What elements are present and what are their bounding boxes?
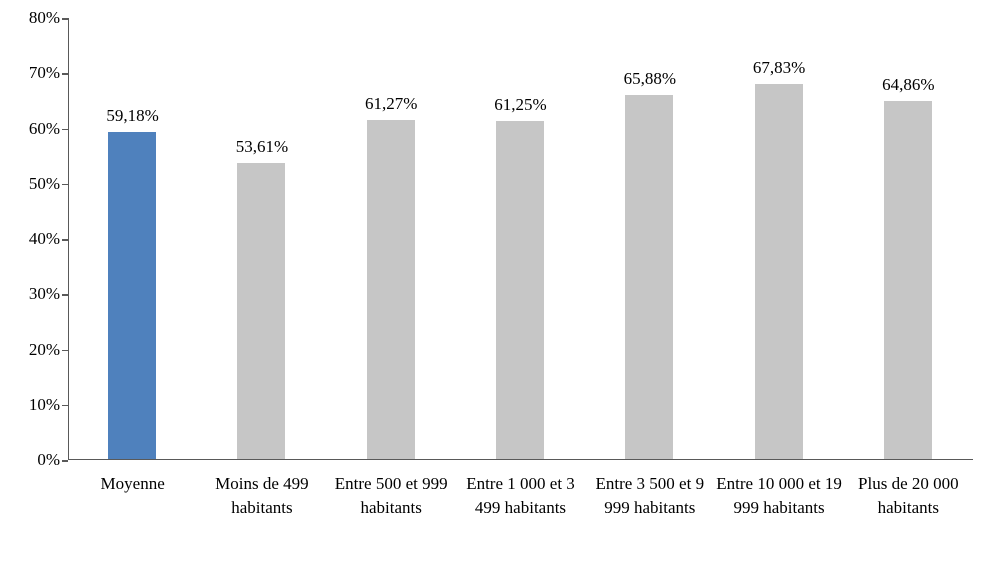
y-tick-mark — [62, 73, 68, 75]
bar — [366, 120, 415, 459]
x-category-label: Entre 1 000 et 3 499 habitants — [466, 474, 575, 517]
y-tick-label: 80% — [28, 8, 60, 27]
y-tick-mark — [62, 183, 68, 186]
bar — [625, 95, 674, 459]
x-category-label: Entre 10 000 et 19 999 habitants — [716, 474, 842, 517]
y-tick-label: 30% — [28, 284, 60, 304]
bar — [237, 162, 286, 459]
y-tick-label: 50% — [28, 173, 60, 193]
y-tick-mark — [62, 128, 68, 130]
bar-value-label: 61,25% — [494, 94, 547, 114]
y-tick-mark — [62, 239, 68, 241]
x-category-label: Moins de 499 habitants — [215, 474, 309, 517]
x-category-label: Moyenne — [100, 474, 165, 493]
x-category-label: Entre 500 et 999 habitants — [334, 474, 448, 517]
bar-value-label: 61,27% — [364, 94, 418, 114]
bar — [883, 100, 932, 459]
y-tick-label: 0% — [37, 450, 60, 469]
bar-value-label: 65,88% — [623, 69, 676, 88]
bar-value-label: 67,83% — [752, 58, 806, 78]
bar-value-label: 64,86% — [882, 74, 935, 94]
y-tick-label: 10% — [28, 394, 60, 414]
x-category-label: Plus de 20 000 habitants — [858, 474, 959, 517]
y-tick-label: 40% — [28, 229, 60, 248]
bar — [754, 84, 803, 459]
bar-value-label: 53,61% — [235, 136, 289, 156]
y-tick-mark — [62, 460, 68, 462]
y-tick-label: 60% — [28, 118, 60, 138]
y-tick-label: 20% — [28, 339, 60, 359]
y-tick-mark — [62, 404, 68, 407]
y-tick-mark — [62, 349, 68, 351]
plot-area — [68, 18, 973, 460]
y-tick-label: 70% — [28, 63, 60, 83]
x-category-label: Entre 3 500 et 9 999 habitants — [595, 474, 705, 517]
bar — [496, 120, 544, 459]
y-tick-mark — [62, 294, 68, 296]
bar-value-label: 59,18% — [106, 106, 159, 126]
y-tick-mark — [62, 18, 68, 20]
bar — [108, 132, 157, 459]
